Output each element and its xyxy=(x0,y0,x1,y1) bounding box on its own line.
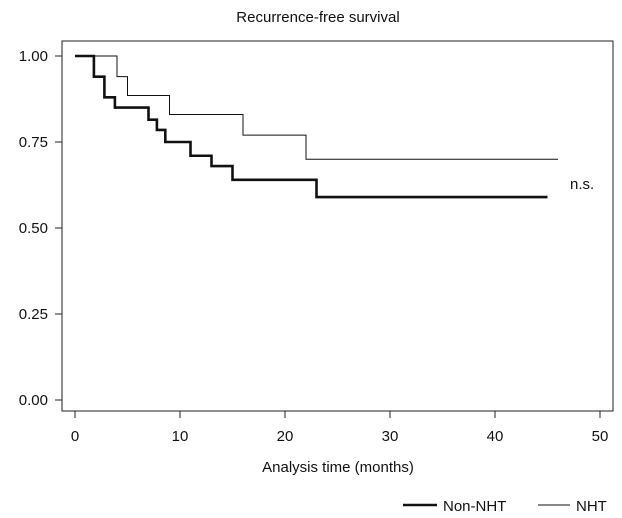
significance-annotation: n.s. xyxy=(570,176,594,193)
x-tick-label: 10 xyxy=(172,428,189,445)
x-tick-label: 0 xyxy=(71,428,79,445)
y-tick-label: 1.00 xyxy=(19,48,48,65)
legend-label-nht: NHT xyxy=(576,498,607,515)
x-axis: 0 10 20 30 40 50 xyxy=(71,411,609,445)
plot-frame xyxy=(61,40,614,412)
x-tick-label: 20 xyxy=(277,428,294,445)
y-tick-label: 0.50 xyxy=(19,220,48,237)
x-tick-label: 30 xyxy=(382,428,399,445)
survival-curves xyxy=(75,54,558,199)
legend-label-non-nht: Non-NHT xyxy=(443,498,506,515)
y-tick-label: 0.75 xyxy=(19,134,48,151)
chart-title: Recurrence-free survival xyxy=(236,9,399,26)
legend: Non-NHT NHT xyxy=(403,498,607,515)
series-line-nht xyxy=(75,55,558,160)
x-axis-label: Analysis time (months) xyxy=(262,459,414,476)
x-tick-label: 40 xyxy=(487,428,504,445)
x-tick-label: 50 xyxy=(592,428,609,445)
series-line-non-nht xyxy=(75,54,548,199)
y-tick-label: 0.25 xyxy=(19,306,48,323)
y-axis: 0.00 0.25 0.50 0.75 1.00 xyxy=(19,48,62,409)
y-tick-label: 0.00 xyxy=(19,392,48,409)
